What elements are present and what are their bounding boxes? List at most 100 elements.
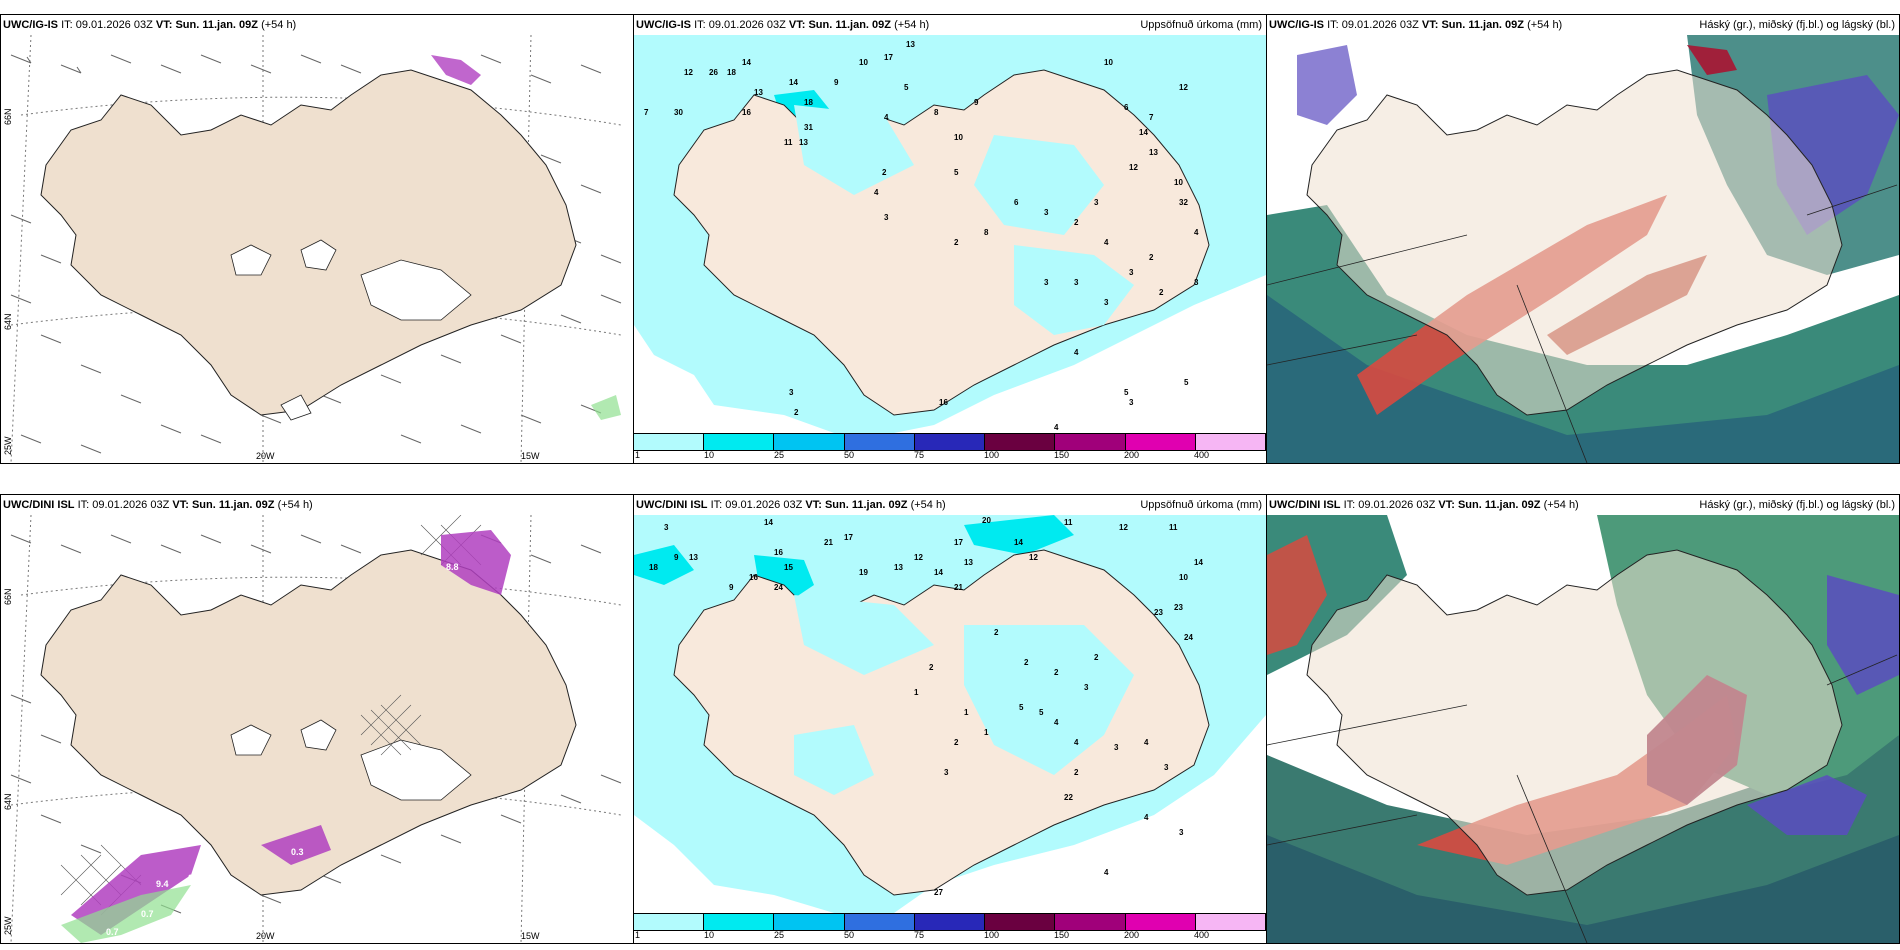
precip-area-heavy [634,545,694,585]
colorbar-cell [1195,434,1266,450]
panel-header: UWC/DINI ISL IT: 09.01.2026 03Z VT: Sun.… [1267,495,1899,515]
panel-title: Háský (gr.), miðský (fj.bl.) og lágský (… [1699,19,1895,31]
svg-text:3: 3 [1114,743,1119,752]
svg-text:3: 3 [1044,278,1049,287]
precip-colorbar: 1 10 25 50 75 100 150 200 400 [634,913,1266,943]
svg-text:18: 18 [649,563,658,572]
svg-text:6: 6 [1124,103,1129,112]
colorbar-cell [704,914,775,930]
svg-text:13: 13 [964,558,973,567]
svg-text:2: 2 [1074,218,1079,227]
lat-label: 66N [3,588,13,605]
svg-text:9.4: 9.4 [156,879,169,889]
panel-title: Háský (gr.), miðský (fj.bl.) og lágský (… [1699,499,1895,511]
precip-patch [441,530,511,595]
lat-label: 64N [3,793,13,810]
svg-text:10: 10 [1104,58,1113,67]
svg-text:26: 26 [709,68,718,77]
low-cloud [1267,295,1899,463]
colorbar-tick: 50 [844,450,855,460]
svg-text:4: 4 [884,113,889,122]
panel-wind-dini: UWC/DINI ISL IT: 09.01.2026 03Z VT: Sun.… [0,494,634,944]
svg-text:14: 14 [742,58,751,67]
panel-precip-dini: UWC/DINI ISL IT: 09.01.2026 03Z VT: Sun.… [633,494,1267,944]
colorbar-cell [774,914,845,930]
svg-text:31: 31 [804,123,813,132]
svg-text:12: 12 [1129,163,1138,172]
colorbar-tick: 75 [914,930,925,940]
colorbar-tick: 100 [984,450,1000,460]
colorbar-cell [1195,914,1266,930]
colorbar-cell [844,434,915,450]
svg-text:27: 27 [934,888,943,897]
svg-text:17: 17 [844,533,853,542]
svg-text:3: 3 [1104,298,1109,307]
lon-label: 15W [521,931,540,941]
svg-text:3: 3 [884,213,889,222]
colorbar-tick: 25 [774,930,785,940]
colorbar-cell [774,434,845,450]
precip-patch [261,825,331,865]
precip-colorbar: 1 10 25 50 75 100 150 200 400 [634,433,1266,463]
svg-text:14: 14 [789,78,798,87]
colorbar-tick: 25 [774,450,785,460]
svg-text:8: 8 [934,108,939,117]
panel-header: UWC/DINI ISL IT: 09.01.2026 03Z VT: Sun.… [1,495,633,515]
svg-text:20: 20 [982,516,991,525]
colorbar-tick: 400 [1194,450,1210,460]
svg-text:11: 11 [1169,523,1178,532]
panel-header: UWC/IG-IS IT: 09.01.2026 03Z VT: Sun. 11… [1,15,633,35]
svg-text:14: 14 [764,518,773,527]
precip-patch [61,885,191,943]
mid-cloud [1297,45,1357,125]
colorbar-cell [1055,914,1126,930]
svg-text:23: 23 [1154,608,1163,617]
svg-text:0.5: 0.5 [201,887,214,897]
precip-patch [431,55,481,85]
colorbar-cell [1125,914,1196,930]
svg-text:21: 21 [824,538,833,547]
svg-text:24: 24 [774,583,783,592]
svg-text:16: 16 [939,398,948,407]
svg-text:3: 3 [789,388,794,397]
svg-text:11: 11 [784,138,793,147]
svg-text:0.7: 0.7 [106,927,119,937]
svg-text:13: 13 [799,138,808,147]
svg-text:2: 2 [1074,768,1079,777]
cloud-map [1267,35,1899,463]
svg-text:30: 30 [674,108,683,117]
svg-text:18: 18 [804,98,813,107]
svg-text:4: 4 [874,188,879,197]
iceland-landmass [40,69,577,416]
svg-text:14: 14 [934,568,943,577]
svg-text:4: 4 [1104,868,1109,877]
svg-text:13: 13 [1149,148,1158,157]
panel-wind-ig: UWC/IG-IS IT: 09.01.2026 03Z VT: Sun. 11… [0,14,634,464]
svg-text:5: 5 [1184,378,1189,387]
lon-label: 25W [3,436,13,455]
colorbar-cell [1055,434,1126,450]
svg-text:2: 2 [1149,253,1154,262]
svg-text:4: 4 [1054,718,1059,727]
colorbar-tick: 1 [635,930,641,940]
svg-text:21: 21 [954,583,963,592]
svg-text:0.3: 0.3 [291,847,304,857]
glaciers [230,239,472,421]
svg-text:6: 6 [1014,198,1019,207]
svg-text:5: 5 [904,83,909,92]
precip-area [964,625,1134,775]
precip-area [974,135,1104,235]
svg-text:2: 2 [1054,668,1059,677]
svg-text:4: 4 [1104,238,1109,247]
colorbar-tick: 200 [1124,930,1140,940]
iceland-landmass [1306,69,1843,416]
svg-text:16: 16 [749,573,758,582]
svg-text:2: 2 [1159,288,1164,297]
panel-title: Uppsöfnuð úrkoma (mm) [1140,499,1262,511]
svg-text:14: 14 [1139,128,1148,137]
panel-precip-ig: UWC/IG-IS IT: 09.01.2026 03Z VT: Sun. 11… [633,14,1267,464]
colorbar-tick: 200 [1124,450,1140,460]
iceland-landmass [1306,549,1843,896]
colorbar-cell [1125,434,1196,450]
svg-text:13: 13 [906,40,915,49]
